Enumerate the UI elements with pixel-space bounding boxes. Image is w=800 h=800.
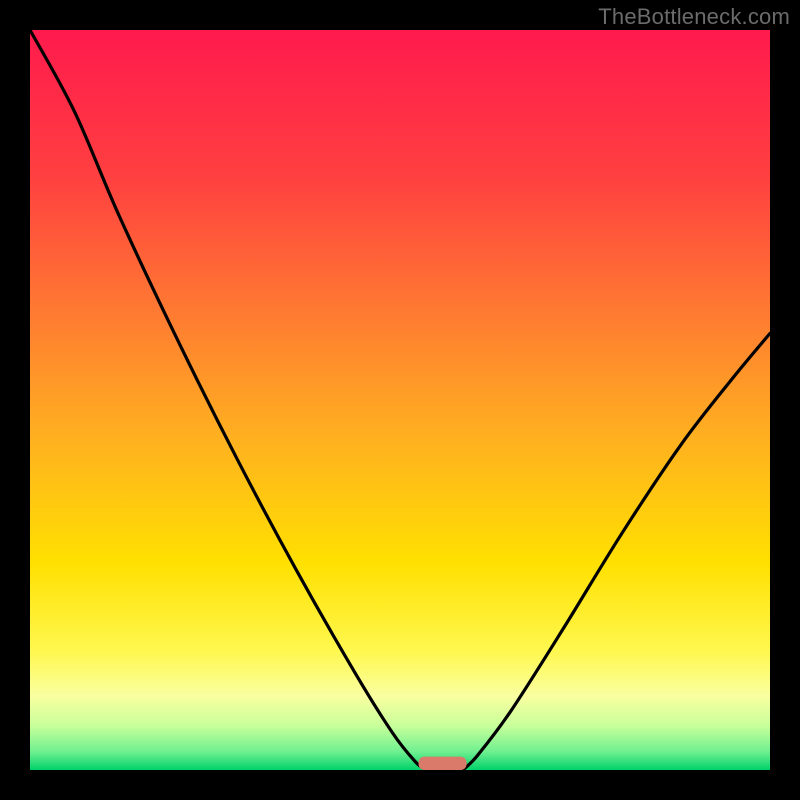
bottleneck-chart (0, 0, 800, 800)
optimal-marker (419, 757, 467, 770)
gradient-background (30, 30, 770, 770)
watermark-text: TheBottleneck.com (598, 4, 790, 30)
